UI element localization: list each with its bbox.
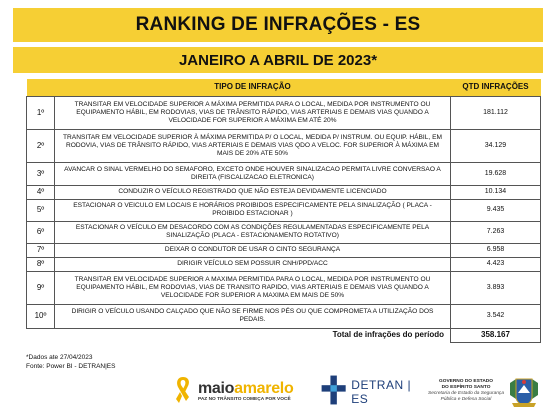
detran-text: DETRAN | ES [351,378,412,406]
table-row: 10º DIRIGIR O VEÍCULO USANDO CALÇADO QUE … [26,303,541,329]
table-row: 8º DIRIGIR VEÍCULO SEM POSSUIR CNH/PPD/AC… [26,256,541,272]
rank-position: 2º [26,128,55,163]
infraction-type: TRANSITAR EM VELOCIDADE SUPERIOR À MÁXIM… [54,128,451,163]
rank-position: 3º [26,161,55,186]
infraction-count: 9.435 [450,198,541,222]
infraction-type: ESTACIONAR O VEÍCULO EM DESACORDO COM AS… [54,220,451,244]
infraction-count: 34.129 [450,128,541,163]
infraction-count: 3.893 [450,270,541,305]
yellow-ribbon-icon [176,377,189,403]
col-header-tipo: TIPO DE INFRAÇÃO [54,79,451,96]
page-subtitle: JANEIRO A ABRIL DE 2023* [13,47,543,73]
total-row: Total de infrações do período 358.167 [27,327,541,343]
infraction-count: 19.628 [450,161,541,186]
maio-amarelo-logo: maioamarelo PAZ NO TRÂNSITO COMEÇA POR V… [172,374,302,408]
maio-word-2: amarelo [234,379,294,397]
total-value: 358.167 [450,327,541,343]
rank-position: 4º [26,184,55,200]
coat-of-arms-icon [510,378,538,407]
table-row: 1º TRANSITAR EM VELOCIDADE SUPERIOR A MÁX… [26,95,541,130]
infraction-type: DEIXAR O CONDUTOR DE USAR O CINTO SEGURA… [54,242,451,258]
table-row: 6º ESTACIONAR O VEÍCULO EM DESACORDO COM … [26,220,541,244]
infraction-type: TRANSITAR EM VELOCIDADE SUPERIOR A MÁXIM… [54,95,451,130]
infraction-type: CONDUZIR O VEÍCULO REGISTRADO QUE NÃO ES… [54,184,451,200]
table-row: 7º DEIXAR O CONDUTOR DE USAR O CINTO SEGU… [26,242,541,258]
col-header-qtd: QTD INFRAÇÕES [450,79,541,96]
table-row: 5º ESTACIONAR O VEICULO EM LOCAIS E HORÁR… [26,198,541,222]
table-body: 1º TRANSITAR EM VELOCIDADE SUPERIOR A MÁX… [26,95,541,329]
gov-line-1: GOVERNO DO ESTADO [438,379,493,384]
infraction-count: 3.542 [450,303,541,329]
gov-line-2: DO ESPÍRITO SANTO [441,385,491,390]
table-row: 4º CONDUZIR O VEÍCULO REGISTRADO QUE NÃO … [26,184,541,200]
rank-position: 8º [26,256,55,272]
infraction-count: 7.263 [450,220,541,244]
rank-position: 10º [26,303,55,329]
gov-line-3: Secretaria de Estado da Segurança Públic… [428,391,505,402]
ranking-table: TIPO DE INFRAÇÃO QTD INFRAÇÕES 1º TRANSIT… [26,79,541,343]
infraction-type: DIRIGIR O VEÍCULO USANDO CALÇADO QUE NÃO… [54,303,451,329]
source-note: Fonte: Power BI - DETRAN|ES [26,363,116,370]
rank-position: 7º [26,242,55,258]
page-title: RANKING DE INFRAÇÕES - ES [13,8,543,42]
rank-position: 9º [26,270,55,305]
infraction-type: DIRIGIR VEÍCULO SEM POSSUIR CNH/PPD/ACC [54,256,451,272]
infraction-count: 4.423 [450,256,541,272]
rank-position: 1º [26,95,55,130]
rank-position: 5º [26,198,55,222]
infraction-count: 10.134 [450,184,541,200]
data-date-note: *Dados ate 27/04/2023 [26,354,93,361]
table-row: 9º TRANSITAR EM VELOCIDADE SUPERIOR A MAX… [26,270,541,305]
detran-cross-icon [321,375,346,405]
rank-position: 6º [26,220,55,244]
footnotes: *Dados ate 27/04/2023 Fonte: Power BI - … [26,353,115,371]
infraction-count: 181.112 [450,95,541,130]
table-row: 3º AVANCAR O SINAL VERMELHO DO SEMAFORO, … [26,161,541,186]
maio-word-1: maio [198,379,235,397]
gov-es-logo: GOVERNO DO ESTADO DO ESPÍRITO SANTO Secr… [428,372,546,410]
infraction-type: ESTACIONAR O VEICULO EM LOCAIS E HORÁRIO… [54,198,451,222]
total-label: Total de infrações do período [332,330,444,340]
table-header-row: TIPO DE INFRAÇÃO QTD INFRAÇÕES [26,79,541,96]
detran-es-logo: DETRAN | ES [320,366,416,410]
maio-slogan: PAZ NO TRÂNSITO COMEÇA POR VOCÊ [198,396,291,402]
col-header-pos [26,79,55,96]
infraction-type: AVANCAR O SINAL VERMELHO DO SEMAFORO, EX… [54,161,451,186]
table-row: 2º TRANSITAR EM VELOCIDADE SUPERIOR À MÁX… [26,128,541,163]
infraction-type: TRANSITAR EM VELOCIDADE SUPERIOR A MAXIM… [54,270,451,305]
infraction-count: 6.958 [450,242,541,258]
